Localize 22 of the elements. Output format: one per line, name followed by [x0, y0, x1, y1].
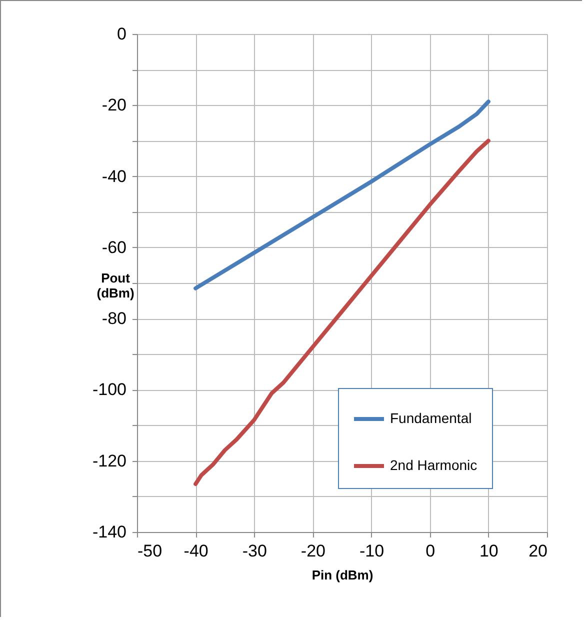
line-series [194, 100, 490, 290]
x-tick-label: 0 [426, 542, 436, 560]
y-tick-label: -20 [102, 96, 126, 115]
x-tick-label: 20 [528, 542, 548, 560]
x-tick-label: -50 [138, 542, 162, 560]
legend-label: 2nd Harmonic [390, 457, 478, 473]
x-tick-label: -40 [184, 542, 208, 560]
legend-label: Fundamental [390, 410, 472, 426]
y-tick-label: -120 [92, 451, 126, 470]
x-tick-label: 10 [479, 542, 498, 560]
x-tick-label: -30 [242, 542, 267, 560]
y-tick-label: -40 [102, 166, 126, 186]
y-tick-label: -80 [102, 309, 126, 328]
x-tick-label: -20 [300, 542, 326, 560]
y-tick-label: -100 [92, 380, 126, 400]
line-series [194, 138, 490, 486]
y-tick-label: -140 [92, 522, 126, 542]
x-axis-title: Pin (dBm) [312, 568, 374, 582]
y-tick-label: -60 [102, 238, 126, 257]
x-tick-label: -10 [359, 542, 384, 560]
y-tick-label: 0 [117, 24, 126, 44]
y-axis-title: Pout (dBm) [96, 270, 134, 300]
